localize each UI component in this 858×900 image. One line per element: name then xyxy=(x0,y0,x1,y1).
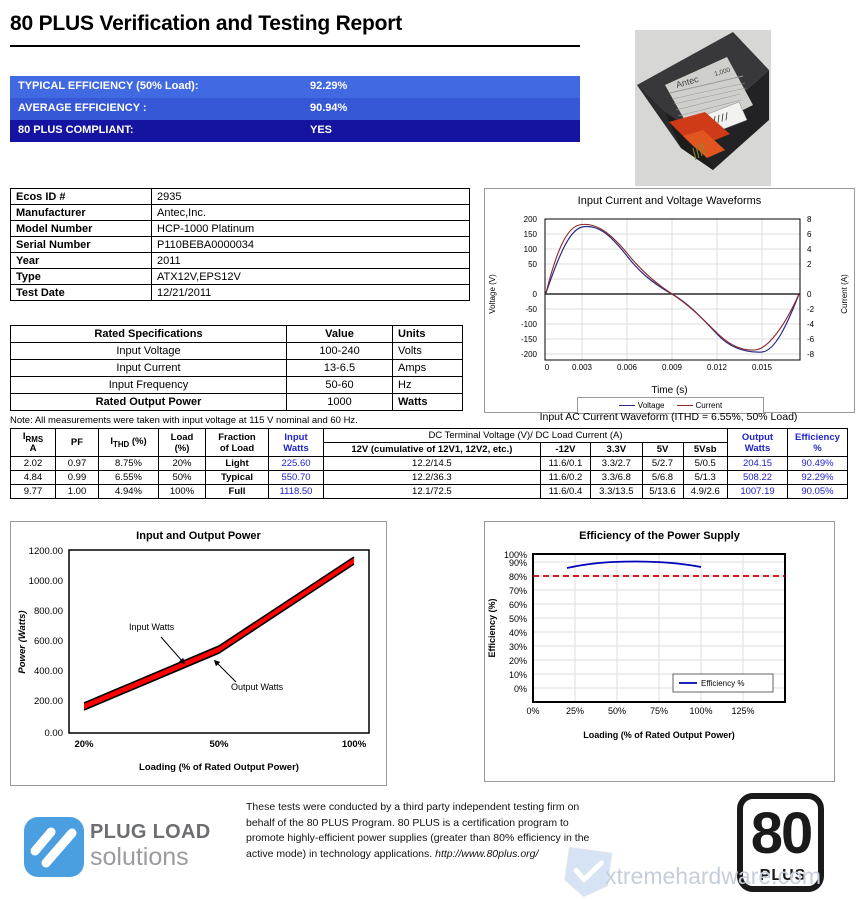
svg-text:-2: -2 xyxy=(807,305,815,314)
svg-text:20%: 20% xyxy=(509,656,527,666)
svg-text:75%: 75% xyxy=(650,706,668,716)
svg-text:0.009: 0.009 xyxy=(662,363,683,372)
svg-text:8: 8 xyxy=(807,215,812,224)
svg-text:125%: 125% xyxy=(731,706,754,716)
svg-text:50%: 50% xyxy=(608,706,626,716)
svg-text:0.003: 0.003 xyxy=(572,363,593,372)
svg-text:0.015: 0.015 xyxy=(752,363,773,372)
svg-text:0%: 0% xyxy=(514,684,527,694)
svg-text:100: 100 xyxy=(524,245,538,254)
svg-text:100%: 100% xyxy=(342,739,367,750)
svg-text:-100: -100 xyxy=(521,320,538,329)
svg-text:80%: 80% xyxy=(509,572,527,582)
svg-text:Efficiency (%): Efficiency (%) xyxy=(487,598,497,657)
svg-text:0.012: 0.012 xyxy=(707,363,728,372)
svg-text:70%: 70% xyxy=(509,586,527,596)
svg-text:90%: 90% xyxy=(509,558,527,568)
svg-text:80: 80 xyxy=(751,801,812,866)
svg-text:Input Watts: Input Watts xyxy=(129,622,175,632)
svg-text:2: 2 xyxy=(807,260,812,269)
svg-text:20%: 20% xyxy=(74,739,94,750)
svg-text:0.00: 0.00 xyxy=(45,728,64,739)
svg-text:Output Watts: Output Watts xyxy=(231,682,284,692)
svg-text:Power (Watts): Power (Watts) xyxy=(17,610,28,673)
svg-text:-8: -8 xyxy=(807,350,815,359)
svg-text:-200: -200 xyxy=(521,350,538,359)
svg-text:60%: 60% xyxy=(509,600,527,610)
svg-text:1000.00: 1000.00 xyxy=(29,576,63,587)
svg-text:Current (A): Current (A) xyxy=(840,274,849,314)
svg-text:0: 0 xyxy=(807,290,812,299)
svg-text:25%: 25% xyxy=(566,706,584,716)
svg-text:-6: -6 xyxy=(807,335,815,344)
svg-text:-150: -150 xyxy=(521,335,538,344)
svg-text:10%: 10% xyxy=(509,670,527,680)
svg-text:0: 0 xyxy=(545,363,550,372)
svg-text:40%: 40% xyxy=(509,628,527,638)
svg-text:50%: 50% xyxy=(209,739,229,750)
svg-text:Loading (% of Rated Output Pow: Loading (% of Rated Output Power) xyxy=(583,730,735,740)
svg-text:50: 50 xyxy=(528,260,537,269)
svg-text:Voltage (V): Voltage (V) xyxy=(488,274,497,314)
svg-text:0%: 0% xyxy=(526,706,539,716)
svg-text:-50: -50 xyxy=(525,305,537,314)
svg-text:400.00: 400.00 xyxy=(34,666,63,677)
svg-text:0.006: 0.006 xyxy=(617,363,638,372)
svg-text:Efficiency %: Efficiency % xyxy=(701,679,744,688)
svg-text:200: 200 xyxy=(524,215,538,224)
svg-text:30%: 30% xyxy=(509,642,527,652)
svg-text:50%: 50% xyxy=(509,614,527,624)
svg-text:1200.00: 1200.00 xyxy=(29,546,63,557)
svg-text:-4: -4 xyxy=(807,320,815,329)
svg-text:Loading (% of Rated Output Pow: Loading (% of Rated Output Power) xyxy=(139,762,299,773)
svg-text:150: 150 xyxy=(524,230,538,239)
svg-text:4: 4 xyxy=(807,245,812,254)
svg-text:0: 0 xyxy=(533,290,538,299)
svg-text:800.00: 800.00 xyxy=(34,606,63,617)
svg-text:600.00: 600.00 xyxy=(34,636,63,647)
svg-text:200.00: 200.00 xyxy=(34,696,63,707)
svg-text:100%: 100% xyxy=(689,706,712,716)
svg-text:6: 6 xyxy=(807,230,812,239)
